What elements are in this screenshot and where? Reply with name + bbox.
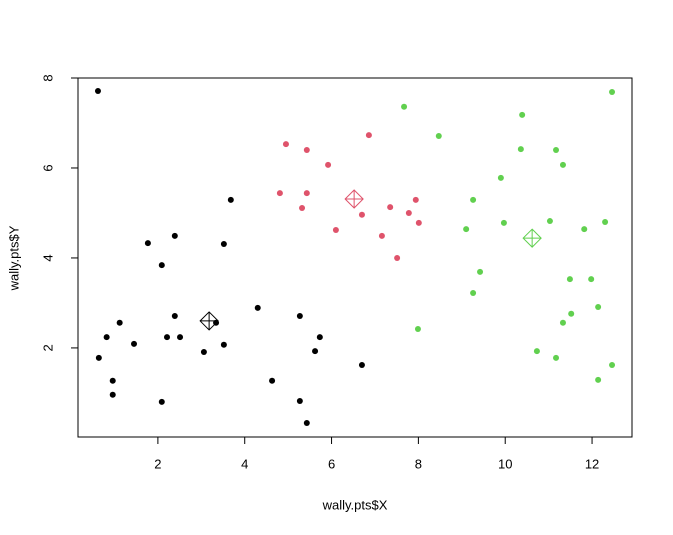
y-tick-label: 2 — [40, 344, 55, 351]
point — [296, 312, 303, 319]
point — [435, 133, 442, 140]
point — [116, 319, 123, 326]
point — [463, 226, 470, 233]
point — [533, 348, 540, 355]
point — [609, 88, 616, 95]
point — [227, 196, 234, 203]
point — [158, 398, 165, 405]
point — [415, 219, 422, 226]
point — [200, 348, 207, 355]
y-tick-label: 6 — [40, 164, 55, 171]
point — [401, 103, 408, 110]
cluster-center — [344, 189, 364, 209]
x-tick-label: 12 — [585, 456, 599, 471]
point — [546, 218, 553, 225]
point — [553, 146, 560, 153]
point — [500, 219, 507, 226]
point — [387, 204, 394, 211]
point — [602, 218, 609, 225]
point — [568, 310, 575, 317]
point — [595, 376, 602, 383]
x-tick-label: 10 — [498, 456, 512, 471]
point — [220, 241, 227, 248]
point — [470, 196, 477, 203]
plot-box — [77, 77, 633, 438]
point — [144, 240, 151, 247]
y-axis-label: wally.pts$Y — [6, 225, 21, 291]
y-tick-label: 4 — [40, 254, 55, 261]
point — [131, 340, 138, 347]
point — [171, 312, 178, 319]
point — [414, 326, 421, 333]
y-tick-label: 8 — [40, 74, 55, 81]
point — [325, 161, 332, 168]
point — [303, 190, 310, 197]
point — [609, 362, 616, 369]
point — [103, 334, 110, 341]
point — [470, 290, 477, 297]
point — [566, 276, 573, 283]
point — [164, 334, 171, 341]
cluster-center — [522, 228, 542, 248]
point — [378, 232, 385, 239]
point — [303, 146, 310, 153]
point — [358, 211, 365, 218]
point — [296, 398, 303, 405]
point — [312, 348, 319, 355]
point — [477, 268, 484, 275]
point — [394, 254, 401, 261]
point — [595, 303, 602, 310]
point — [269, 377, 276, 384]
point — [109, 377, 116, 384]
point — [497, 174, 504, 181]
point — [303, 420, 310, 427]
x-axis-label: wally.pts$X — [322, 497, 388, 512]
x-tick-label: 6 — [328, 456, 335, 471]
point — [94, 88, 101, 95]
point — [282, 141, 289, 148]
point — [316, 334, 323, 341]
point — [581, 226, 588, 233]
point — [95, 354, 102, 361]
point — [177, 334, 184, 341]
x-tick-label: 2 — [154, 456, 161, 471]
point — [553, 354, 560, 361]
cluster-center — [199, 311, 219, 331]
point — [588, 276, 595, 283]
point — [299, 205, 306, 212]
x-tick-label: 4 — [241, 456, 248, 471]
point — [358, 362, 365, 369]
point — [405, 209, 412, 216]
point — [109, 391, 116, 398]
point — [158, 262, 165, 269]
point — [519, 111, 526, 118]
point — [365, 132, 372, 139]
point — [220, 341, 227, 348]
point — [559, 319, 566, 326]
point — [276, 190, 283, 197]
point — [559, 161, 566, 168]
point — [171, 232, 178, 239]
point — [412, 196, 419, 203]
point — [332, 227, 339, 234]
x-tick-label: 8 — [415, 456, 422, 471]
point — [517, 146, 524, 153]
point — [254, 304, 261, 311]
